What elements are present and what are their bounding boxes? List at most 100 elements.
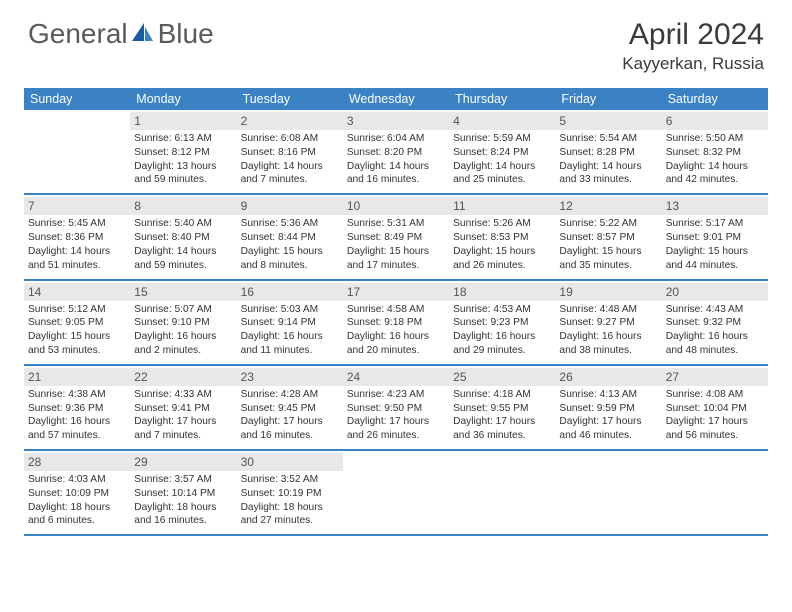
- sunset-text: Sunset: 8:32 PM: [666, 147, 741, 158]
- day-number: 5: [555, 112, 661, 130]
- day-info: Sunrise: 5:17 AMSunset: 9:01 PMDaylight:…: [666, 217, 764, 272]
- day-number: 12: [555, 197, 661, 215]
- daylight-text: Daylight: 17 hours and 16 minutes.: [241, 416, 323, 441]
- sunrise-text: Sunrise: 3:52 AM: [241, 474, 319, 485]
- day-cell: 21Sunrise: 4:38 AMSunset: 9:36 PMDayligh…: [24, 366, 130, 449]
- sunrise-text: Sunrise: 6:13 AM: [134, 133, 212, 144]
- day-info: Sunrise: 5:36 AM Sunset: 8:44 PM Daylight:…: [241, 217, 339, 272]
- daylight-text: Daylight: 16 hours and 48 minutes.: [666, 331, 748, 356]
- day-number: 4: [449, 112, 555, 130]
- day-info: Sunrise: 4:48 AMSunset: 9:27 PMDaylight:…: [559, 303, 657, 358]
- sunrise-text: Sunrise: 4:13 AM: [559, 389, 637, 400]
- day-number: 13: [662, 197, 768, 215]
- daylight-text: Daylight: 15 hours and 8 minutes.: [241, 246, 323, 271]
- day-info: Sunrise: 5:40 AMSunset: 8:40 PMDaylight:…: [134, 217, 232, 272]
- day-cell: 24Sunrise: 4:23 AMSunset: 9:50 PMDayligh…: [343, 366, 449, 449]
- daylight-text: Daylight: 15 hours and 26 minutes.: [453, 246, 535, 271]
- weekday-label: Wednesday: [343, 88, 449, 110]
- day-number: 11: [449, 197, 555, 215]
- sunrise-text: Sunrise: 5:17 AM: [666, 218, 744, 229]
- daylight-text: Daylight: 16 hours and 57 minutes.: [28, 416, 110, 441]
- sunset-text: Sunset: 8:49 PM: [347, 232, 422, 243]
- sunrise-text: Sunrise: 4:58 AM: [347, 304, 425, 315]
- day-info: Sunrise: 5:12 AMSunset: 9:05 PMDaylight:…: [28, 303, 126, 358]
- sail-icon: [130, 18, 156, 50]
- day-info: Sunrise: 5:22 AMSunset: 8:57 PMDaylight:…: [559, 217, 657, 272]
- sunrise-text: Sunrise: 5:40 AM: [134, 218, 212, 229]
- day-info: Sunrise: 4:28 AMSunset: 9:45 PMDaylight:…: [241, 388, 339, 443]
- day-cell: [555, 451, 661, 534]
- day-number: 26: [555, 368, 661, 386]
- sunrise-text: Sunrise: 5:03 AM: [241, 304, 319, 315]
- sunrise-text: Sunrise: 4:23 AM: [347, 389, 425, 400]
- sunset-text: Sunset: 9:14 PM: [241, 317, 316, 328]
- daylight-text: Daylight: 17 hours and 56 minutes.: [666, 416, 748, 441]
- day-cell: 26Sunrise: 4:13 AMSunset: 9:59 PMDayligh…: [555, 366, 661, 449]
- sunrise-text: Sunrise: 4:28 AM: [241, 389, 319, 400]
- sunset-text: Sunset: 8:12 PM: [134, 147, 209, 158]
- day-info: Sunrise: 4:18 AMSunset: 9:55 PMDaylight:…: [453, 388, 551, 443]
- sunrise-text: Sunrise: 5:22 AM: [559, 218, 637, 229]
- day-number: 22: [130, 368, 236, 386]
- daylight-text: Daylight: 14 hours and 16 minutes.: [347, 161, 429, 186]
- day-number: 29: [130, 453, 236, 471]
- day-cell: 28Sunrise: 4:03 AMSunset: 10:09 PMDaylig…: [24, 451, 130, 534]
- sunrise-text: Sunrise: 5:26 AM: [453, 218, 531, 229]
- day-number: 14: [24, 283, 130, 301]
- day-cell: 12 Sunrise: 5:22 AMSunset: 8:57 PMDayligh…: [555, 195, 661, 278]
- day-cell: 4Sunrise: 5:59 AMSunset: 8:24 PMDaylight…: [449, 110, 555, 193]
- sunrise-text: Sunrise: 4:48 AM: [559, 304, 637, 315]
- sunrise-text: Sunrise: 6:08 AM: [241, 133, 319, 144]
- sunrise-text: Sunrise: 5:45 AM: [28, 218, 106, 229]
- sunrise-text: Sunrise: 4:08 AM: [666, 389, 744, 400]
- day-cell: [24, 110, 130, 193]
- day-cell: 17Sunrise: 4:58 AMSunset: 9:18 PMDayligh…: [343, 281, 449, 364]
- sunset-text: Sunset: 9:55 PM: [453, 403, 528, 414]
- day-number: 8: [130, 197, 236, 215]
- sunset-text: Sunset: 8:36 PM: [28, 232, 103, 243]
- sunset-text: Sunset: 8:44 PM: [241, 232, 316, 243]
- weekday-label: Friday: [555, 88, 661, 110]
- day-number: 25: [449, 368, 555, 386]
- daylight-text: Daylight: 14 hours and 42 minutes.: [666, 161, 748, 186]
- day-info: Sunrise: 5:07 AMSunset: 9:10 PMDaylight:…: [134, 303, 232, 358]
- day-cell: [343, 451, 449, 534]
- page-title: April 2024: [622, 18, 764, 52]
- daylight-text: Daylight: 15 hours and 44 minutes.: [666, 246, 748, 271]
- day-cell: 13 Sunrise: 5:17 AMSunset: 9:01 PMDayligh…: [662, 195, 768, 278]
- weekday-label: Sunday: [24, 88, 130, 110]
- day-cell: 22 Sunrise: 4:33 AMSunset: 9:41 PMDayligh…: [130, 366, 236, 449]
- daylight-text: Daylight: 14 hours and 7 minutes.: [241, 161, 323, 186]
- weekday-header: SundayMondayTuesdayWednesdayThursdayFrid…: [24, 88, 768, 110]
- sunrise-text: Sunrise: 5:36 AM: [241, 218, 319, 229]
- day-info: Sunrise: 3:52 AMSunset: 10:19 PMDaylight…: [241, 473, 339, 528]
- day-cell: 18Sunrise: 4:53 AMSunset: 9:23 PMDayligh…: [449, 281, 555, 364]
- sunset-text: Sunset: 10:04 PM: [666, 403, 747, 414]
- day-number: 27: [662, 368, 768, 386]
- day-cell: [662, 451, 768, 534]
- day-cell: 11 Sunrise: 5:26 AM Sunset: 8:53 PM Dayligh…: [449, 195, 555, 278]
- sunset-text: Sunset: 8:20 PM: [347, 147, 422, 158]
- sunrise-text: Sunrise: 5:54 AM: [559, 133, 637, 144]
- brand-part2: Blue: [158, 18, 214, 50]
- sunset-text: Sunset: 10:14 PM: [134, 488, 215, 499]
- sunrise-text: Sunrise: 4:53 AM: [453, 304, 531, 315]
- sunset-text: Sunset: 9:10 PM: [134, 317, 209, 328]
- day-cell: 2Sunrise: 6:08 AMSunset: 8:16 PMDaylight…: [237, 110, 343, 193]
- week-row: 28Sunrise: 4:03 AMSunset: 10:09 PMDaylig…: [24, 451, 768, 536]
- day-info: Sunrise: 5:50 AMSunset: 8:32 PMDaylight:…: [666, 132, 764, 187]
- day-cell: 9Sunrise: 5:36 AMSunset: 8:44 PMDaylight…: [237, 195, 343, 278]
- weekday-label: Thursday: [449, 88, 555, 110]
- sunset-text: Sunset: 10:19 PM: [241, 488, 322, 499]
- weekday-label: Saturday: [662, 88, 768, 110]
- sunset-text: Sunset: 8:53 PM: [453, 232, 528, 243]
- day-number: 16: [237, 283, 343, 301]
- day-info: Sunrise: 4:53 AMSunset: 9:23 PMDaylight:…: [453, 303, 551, 358]
- daylight-text: Daylight: 17 hours and 46 minutes.: [559, 416, 641, 441]
- day-cell: [449, 451, 555, 534]
- day-info: Sunrise: 4:33 AMSunset: 9:41 PMDaylight:…: [134, 388, 232, 443]
- daylight-text: Daylight: 16 hours and 11 minutes.: [241, 331, 323, 356]
- calendar-grid: SundayMondayTuesdayWednesdayThursdayFrid…: [24, 88, 768, 536]
- day-info: Sunrise: 6:08 AMSunset: 8:16 PMDaylight:…: [241, 132, 339, 187]
- day-cell: 3Sunrise: 6:04 AMSunset: 8:20 PMDaylight…: [343, 110, 449, 193]
